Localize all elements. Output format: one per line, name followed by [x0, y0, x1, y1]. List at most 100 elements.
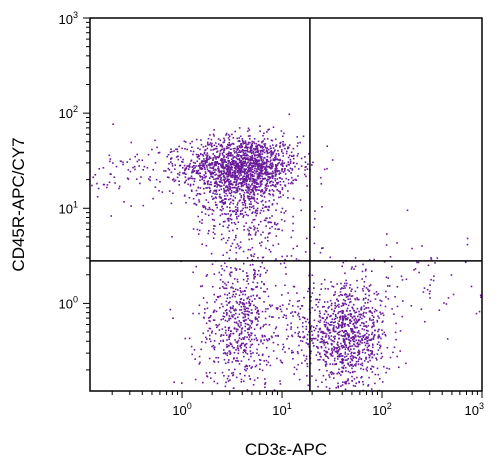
data-point — [287, 197, 289, 199]
data-point — [289, 160, 292, 163]
data-point — [288, 347, 290, 350]
data-point — [236, 359, 238, 362]
data-point — [347, 298, 350, 301]
data-point — [233, 278, 236, 280]
data-point — [352, 322, 355, 325]
data-point — [306, 363, 308, 365]
data-point — [338, 334, 340, 336]
data-point — [195, 204, 198, 206]
data-point — [204, 145, 207, 147]
data-point — [225, 161, 227, 163]
data-point — [246, 206, 249, 209]
data-point — [304, 359, 306, 362]
data-point — [341, 329, 344, 332]
data-point — [244, 173, 246, 175]
data-point — [341, 326, 344, 328]
data-point — [250, 322, 253, 325]
data-point — [270, 147, 272, 149]
data-point — [237, 345, 239, 347]
data-point — [246, 162, 248, 164]
data-point — [199, 166, 201, 168]
data-point — [268, 128, 270, 131]
data-point — [244, 316, 247, 318]
data-point — [256, 318, 259, 320]
data-point — [293, 373, 295, 375]
data-point — [194, 378, 197, 381]
data-point — [321, 306, 324, 308]
data-point — [317, 320, 320, 323]
data-point — [298, 300, 301, 302]
data-point — [209, 371, 211, 374]
data-point — [253, 360, 255, 362]
data-point — [242, 207, 244, 210]
data-point — [256, 151, 259, 153]
data-point — [206, 154, 209, 156]
data-point — [350, 357, 352, 360]
data-point — [284, 147, 286, 150]
data-point — [251, 288, 253, 290]
data-point — [210, 340, 212, 343]
data-point — [96, 196, 99, 198]
data-point — [272, 153, 274, 156]
data-point — [291, 169, 294, 171]
data-point — [236, 158, 239, 161]
data-point — [247, 157, 249, 159]
data-point — [229, 170, 231, 172]
data-point — [245, 286, 248, 289]
data-point — [241, 327, 244, 329]
data-point — [219, 184, 221, 187]
data-point — [261, 175, 263, 177]
data-point — [236, 191, 238, 193]
data-point — [215, 164, 217, 167]
data-point — [359, 363, 362, 366]
data-point — [176, 176, 179, 179]
data-point — [266, 149, 268, 151]
data-point — [253, 207, 255, 210]
data-point — [319, 355, 322, 358]
data-point — [279, 158, 281, 161]
data-point — [244, 366, 246, 368]
data-point — [326, 145, 328, 147]
data-point — [259, 157, 262, 159]
data-point — [359, 332, 361, 335]
data-point — [225, 287, 228, 290]
data-point — [276, 178, 279, 180]
data-point — [340, 288, 342, 290]
data-point — [248, 199, 251, 201]
data-point — [224, 178, 227, 180]
data-point — [283, 162, 285, 164]
data-point — [282, 135, 284, 138]
data-point — [290, 255, 293, 257]
data-point — [284, 184, 286, 186]
data-point — [236, 153, 239, 156]
data-point — [208, 163, 210, 166]
data-point — [240, 195, 243, 197]
data-point — [347, 357, 349, 360]
data-point — [321, 338, 323, 341]
data-point — [331, 355, 334, 357]
data-point — [362, 290, 364, 292]
data-point — [376, 367, 379, 370]
data-point — [388, 285, 391, 287]
data-point — [221, 199, 223, 202]
data-point — [232, 195, 235, 198]
data-point — [241, 201, 244, 204]
data-point — [199, 175, 201, 177]
data-point — [340, 334, 343, 337]
data-point — [237, 347, 239, 350]
data-point — [244, 374, 246, 377]
data-point — [268, 200, 271, 202]
data-point — [225, 314, 228, 316]
data-point — [379, 304, 382, 307]
data-point — [198, 199, 200, 201]
data-point — [246, 365, 248, 367]
data-point — [365, 368, 368, 370]
data-point — [260, 190, 263, 192]
data-point — [334, 337, 336, 340]
data-point — [264, 290, 267, 293]
data-point — [272, 316, 274, 318]
data-point — [222, 281, 224, 283]
data-point — [358, 298, 360, 301]
data-point — [208, 214, 210, 217]
data-point — [361, 351, 364, 354]
